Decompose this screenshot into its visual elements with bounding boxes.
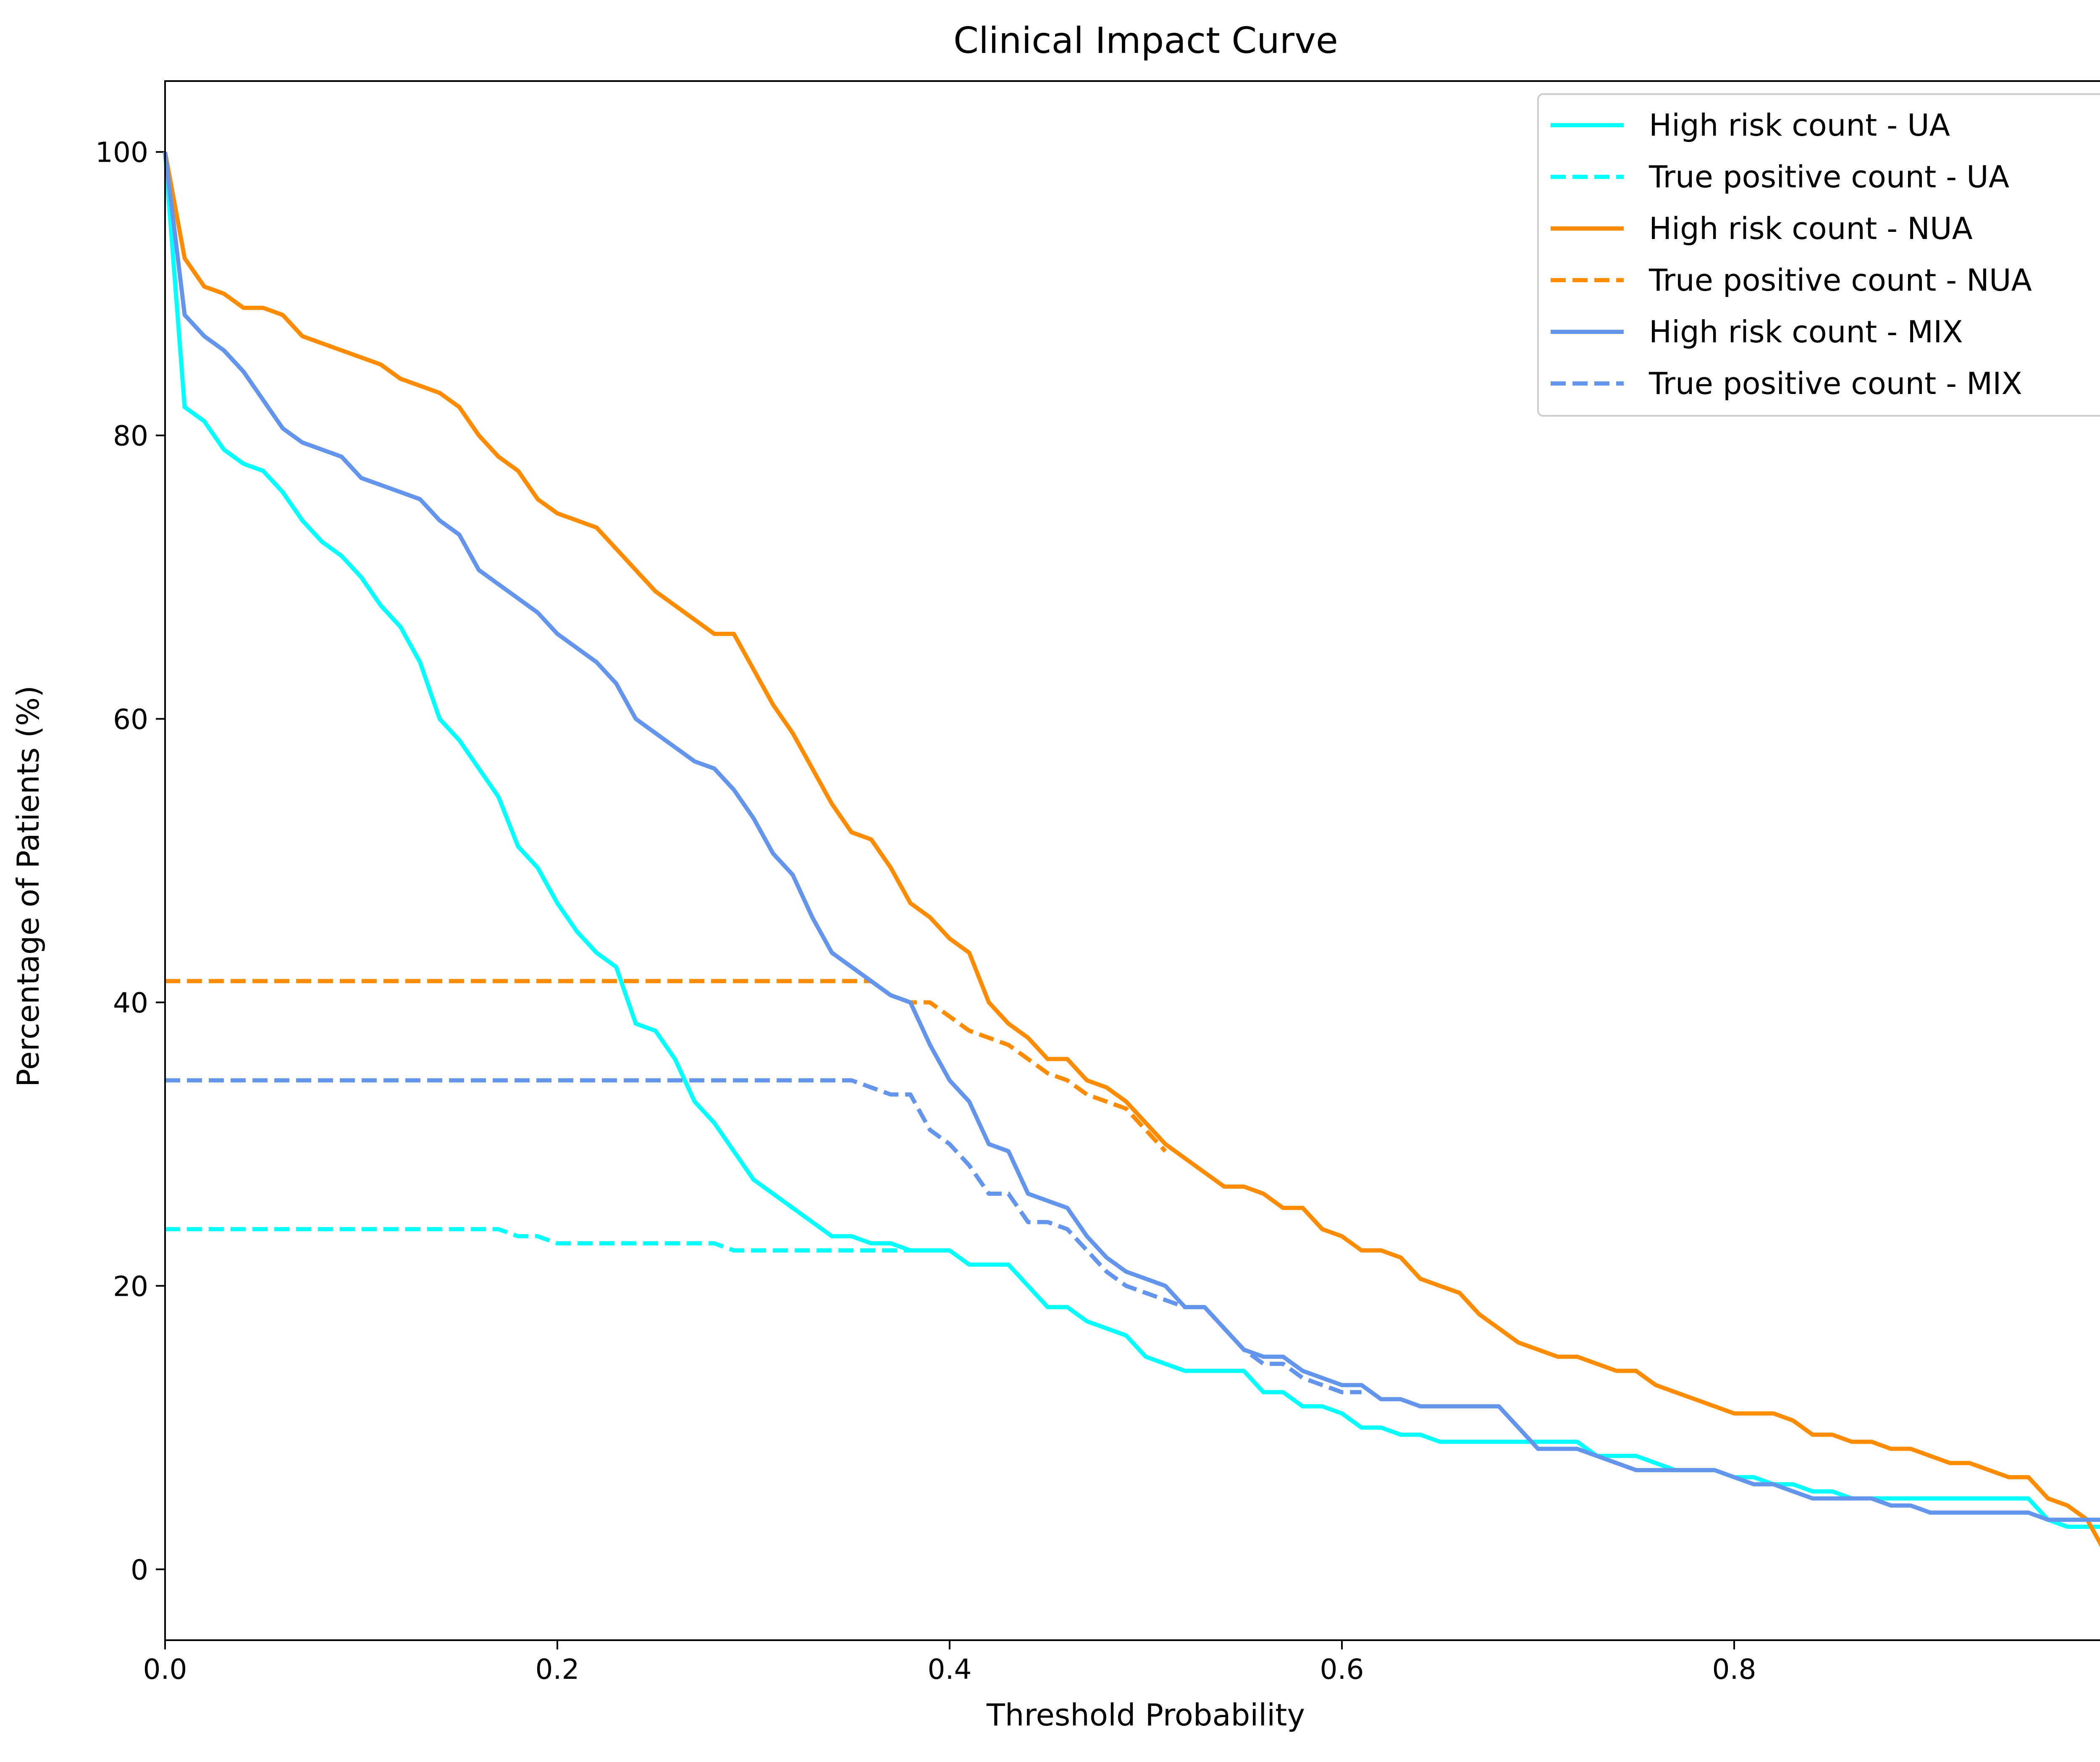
- series-lines: [163, 151, 2100, 1547]
- x-axis-ticks: 0.00.20.40.60.81.0: [143, 1640, 1756, 1686]
- x-tick-label: 0.0: [143, 1653, 187, 1686]
- legend-label: True positive count - NUA: [1648, 263, 2032, 298]
- legend-label: High risk count - MIX: [1649, 314, 1963, 349]
- legend-box: [1537, 93, 2100, 417]
- x-axis-label: Threshold Probability: [986, 1697, 1305, 1733]
- y-tick-label: 40: [113, 987, 148, 1019]
- series-line-1: [163, 152, 2100, 1529]
- legend-label: High risk count - UA: [1649, 108, 1950, 143]
- y-axis-label: Percentage of Patients (%): [10, 685, 46, 1087]
- series-line-3: [163, 151, 2100, 1547]
- x-tick-label: 0.4: [928, 1653, 972, 1686]
- y-tick-label: 20: [113, 1270, 148, 1302]
- legend: High risk count - UA True positive count …: [1537, 93, 2100, 417]
- legend-label: High risk count - NUA: [1649, 211, 1973, 246]
- y-tick-label: 100: [95, 137, 148, 169]
- series-line-6: [165, 1078, 1362, 1394]
- y-tick-label: 80: [113, 420, 148, 452]
- series-line-5: [163, 152, 2100, 1522]
- legend-label: True positive count - MIX: [1648, 366, 2022, 401]
- y-tick-label: 60: [113, 704, 148, 736]
- x-tick-label: 0.6: [1320, 1653, 1364, 1686]
- x-tick-label: 0.8: [1712, 1653, 1756, 1686]
- plot-frame: [164, 80, 2100, 1641]
- y-tick-label: 0: [131, 1554, 148, 1586]
- series-line-2: [165, 1227, 950, 1253]
- x-tick-label: 0.2: [536, 1653, 580, 1686]
- y-axis-ticks: 0 20 40 60 80 100: [95, 137, 165, 1586]
- legend-label: True positive count - UA: [1648, 159, 2009, 194]
- chart-title: Clinical Impact Curve: [953, 20, 1338, 62]
